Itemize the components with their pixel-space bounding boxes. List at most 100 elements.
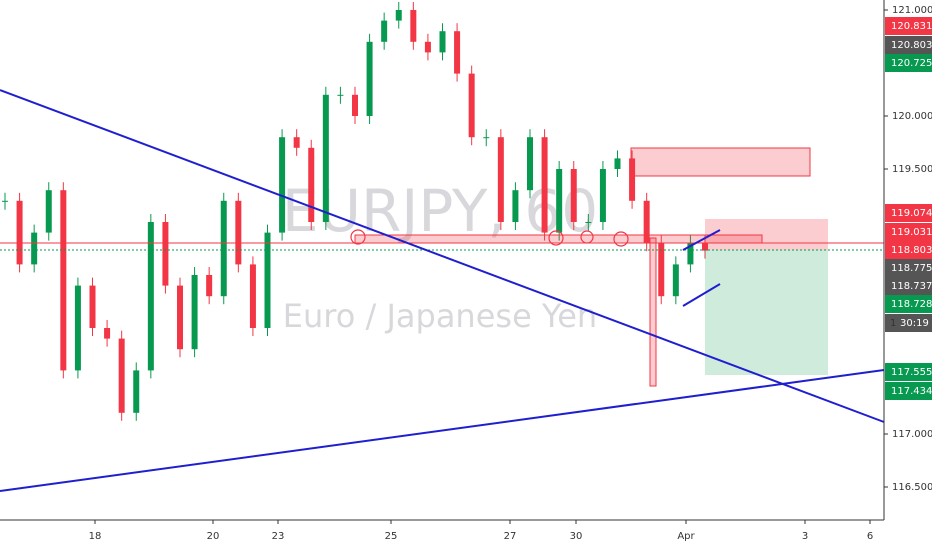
candle (308, 147, 315, 222)
time-label: 27 (504, 531, 517, 542)
candle (687, 243, 694, 265)
price-badge (885, 259, 932, 277)
candle (439, 31, 446, 53)
price-badge-label: 118.803 (891, 245, 932, 256)
candle (104, 328, 111, 339)
candle (599, 169, 606, 222)
watermark-name: Euro / Japanese Yen (283, 297, 597, 335)
candle (74, 285, 81, 371)
price-badge-label: 117.555 (891, 367, 932, 378)
candle (468, 73, 475, 138)
candle (162, 222, 169, 286)
candle (497, 137, 504, 222)
price-badge (885, 223, 932, 241)
zone (649, 237, 657, 387)
candle (293, 137, 300, 148)
candle (133, 370, 140, 413)
candle (381, 20, 388, 42)
candle (585, 222, 592, 223)
trend-line (0, 89, 885, 423)
marker (613, 231, 629, 247)
price-badge-label: 120.725 (891, 58, 932, 69)
price-badge (885, 54, 932, 72)
candle (31, 232, 38, 265)
candle (541, 137, 548, 233)
candle (337, 94, 344, 96)
candle (60, 190, 67, 371)
candle (322, 94, 329, 222)
price-badge (885, 17, 932, 35)
zone (630, 147, 811, 177)
candle (629, 158, 636, 201)
candle (702, 243, 708, 251)
candle (16, 200, 23, 265)
price-badge-label: 117.434 (891, 386, 932, 397)
candle (279, 137, 286, 233)
candle (570, 169, 577, 222)
candle (424, 41, 431, 53)
price-badge (885, 277, 932, 295)
trend-line (0, 369, 885, 492)
price-badge-label: 118.775 (891, 263, 932, 274)
price-badge (885, 241, 932, 259)
price-badge (885, 204, 932, 222)
candle (643, 200, 650, 244)
price-badge (885, 382, 932, 400)
candle (366, 41, 373, 116)
candle (483, 137, 490, 139)
candle (264, 232, 271, 328)
candle (556, 169, 563, 233)
candle (89, 285, 96, 328)
zone (354, 234, 763, 244)
candle (614, 158, 621, 169)
candle (527, 137, 533, 191)
candle (191, 275, 198, 350)
price-label: 1 (890, 318, 896, 329)
candle (512, 190, 519, 222)
candle (45, 190, 52, 233)
time-label: 23 (272, 531, 285, 542)
time-label: 18 (89, 531, 102, 542)
time-label: Apr (677, 531, 695, 542)
price-badge (885, 36, 932, 54)
price-badge-label: 30:19 (900, 318, 929, 329)
time-label: 6 (867, 531, 873, 542)
price-badge-label: 118.737 (891, 281, 932, 292)
price-badge (885, 295, 932, 313)
channel-line (682, 283, 721, 307)
price-label: 119.500 (892, 164, 932, 175)
price-badge-label: 119.031 (891, 227, 932, 238)
price-badge-label: 118.728 (891, 299, 932, 310)
price-label: 121.000 (892, 5, 932, 16)
marker (548, 230, 564, 246)
price-label: 117.000 (892, 429, 932, 440)
candle (249, 264, 256, 328)
time-label: 25 (385, 531, 398, 542)
candle (206, 275, 213, 297)
candle (177, 285, 183, 350)
marker (580, 230, 594, 244)
time-label: 30 (570, 531, 583, 542)
candle (454, 31, 461, 74)
stop-zone (705, 219, 828, 250)
price-badge-label: 120.831 (891, 21, 932, 32)
price-badge (885, 363, 932, 381)
time-label: 20 (207, 531, 220, 542)
candle (147, 222, 154, 371)
time-label: 3 (802, 531, 808, 542)
candle (352, 94, 358, 116)
price-label: 120.000 (892, 111, 932, 122)
marker (350, 229, 366, 245)
channel-line (682, 229, 721, 251)
candle (220, 200, 227, 297)
price-label: 116.500 (892, 482, 932, 493)
candle (658, 243, 665, 297)
price-badge-label: 120.803 (891, 40, 932, 51)
candle (2, 200, 8, 202)
candle (395, 10, 402, 21)
candle (410, 10, 417, 42)
price-badge (885, 314, 932, 332)
price-badge-label: 119.074 (891, 208, 932, 219)
